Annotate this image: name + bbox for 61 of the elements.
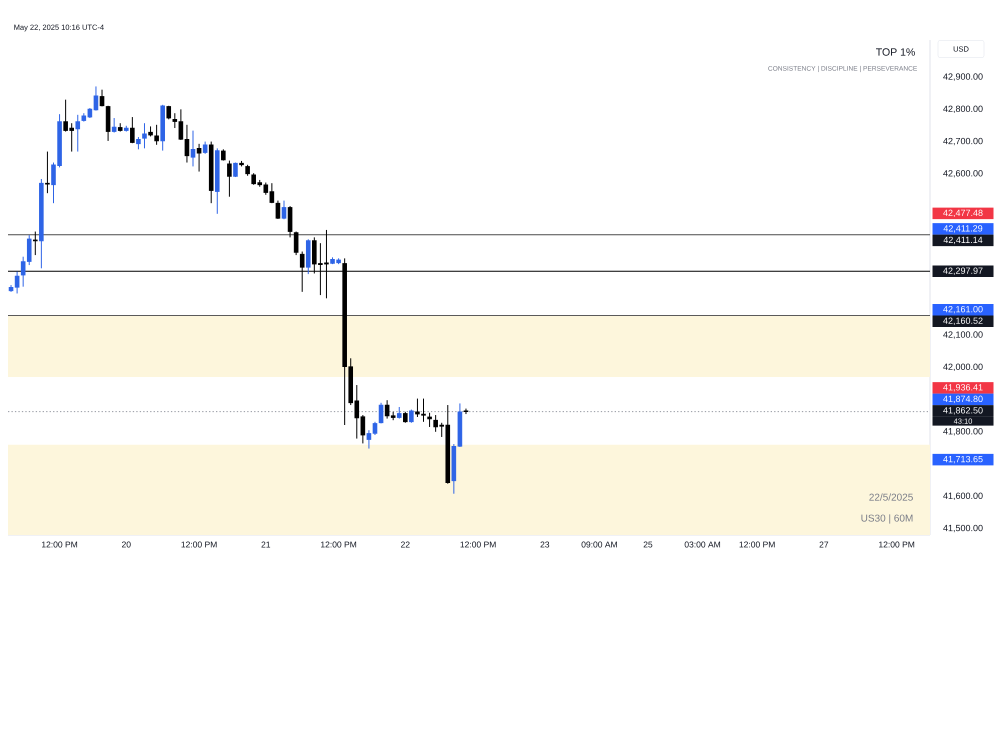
x-tick-label: 12:00 PM — [321, 541, 356, 548]
y-tick-label: 41,500.00 — [943, 524, 983, 532]
candlestick — [166, 105, 172, 120]
y-tick-label: 42,000.00 — [943, 364, 983, 372]
text: 42,161.00 — [943, 306, 983, 314]
candlestick — [148, 126, 153, 137]
candlestick — [75, 114, 80, 152]
candlestick — [403, 411, 408, 424]
text: TOP 1% — [876, 48, 915, 56]
candlestick — [196, 143, 202, 172]
x-tick-label: 12:00 PM — [879, 541, 914, 548]
y-tick-label: 42,100.00 — [943, 331, 983, 339]
x-tick-label: 23 — [540, 541, 550, 548]
candlestick — [112, 118, 116, 134]
x-tick-label: 03:00 AM — [684, 541, 720, 548]
x-tick-label: 22 — [401, 542, 410, 548]
x-tick-label: 27 — [820, 542, 828, 548]
candlestick — [190, 130, 196, 167]
candlestick — [202, 141, 208, 154]
x-tick-label: 25 — [644, 541, 652, 548]
candlestick — [409, 409, 414, 424]
candlestick — [142, 122, 147, 149]
x-tick-label: 12:00 PM — [460, 541, 496, 548]
candlestick — [100, 89, 104, 107]
ref-line-label: 41,862.50 — [943, 407, 983, 415]
y-tick-label: 41,600.00 — [943, 492, 983, 500]
candlestick — [32, 231, 38, 256]
y-tick-label: 42,800.00 — [943, 106, 983, 114]
candlestick — [130, 116, 135, 144]
text: 41,936.41 — [943, 384, 983, 392]
ref-line-label: 42,160.52 — [943, 318, 983, 325]
candlestick — [378, 402, 384, 424]
candlestick — [233, 162, 238, 178]
x-tick-label: 21 — [261, 542, 270, 548]
candlestick — [427, 412, 432, 428]
text: 41,874.80 — [943, 396, 983, 404]
x-tick-label: 12:00 PM — [740, 541, 775, 548]
y-tick-label: 42,900.00 — [943, 73, 983, 81]
y-tick-label: 41,800.00 — [943, 428, 983, 436]
x-tick-label: 12:00 PM — [42, 541, 78, 548]
y-tick-label: 42,600.00 — [943, 170, 983, 178]
candlestick — [45, 151, 50, 194]
candlestick — [136, 136, 141, 150]
annotation: US30 | 60M — [861, 514, 912, 524]
x-tick-label: 20 — [122, 541, 131, 548]
x-tick-label: 09:00 AM — [582, 541, 617, 548]
candlestick — [276, 200, 280, 220]
x-tick-label: 12:00 PM — [182, 541, 217, 548]
text: 42,477.48 — [943, 210, 983, 218]
candlestick — [294, 231, 298, 256]
candlestick — [282, 200, 286, 220]
text: 41,713.65 — [943, 456, 983, 464]
ref-line-label: 42,297.97 — [943, 268, 983, 275]
annotation: 22/5/2025 — [869, 493, 913, 501]
candlestick — [245, 164, 250, 176]
candlestick — [396, 406, 402, 420]
candlestick — [227, 160, 232, 198]
text: 42,411.29 — [944, 225, 982, 233]
candlestick — [154, 124, 159, 146]
ref-line-label: 42,411.14 — [944, 236, 982, 244]
y-tick-label: 42,700.00 — [943, 138, 983, 146]
